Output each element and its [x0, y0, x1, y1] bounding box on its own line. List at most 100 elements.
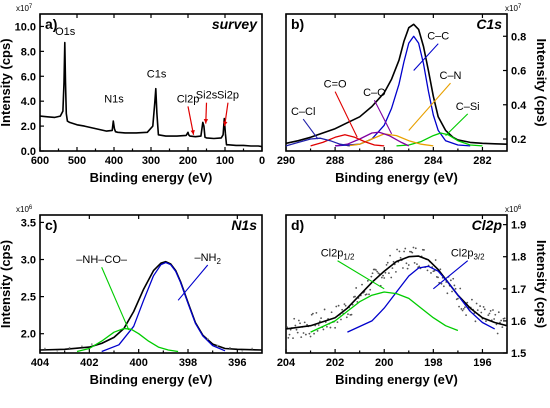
noise-point — [335, 305, 338, 308]
noise-point — [309, 335, 312, 338]
y-tick-label: 2.0 — [21, 121, 36, 133]
noise-point — [337, 304, 340, 307]
noise-point — [366, 279, 369, 282]
noise-point — [356, 300, 359, 303]
y-multiplier: x107 — [16, 4, 33, 13]
noise-point — [402, 267, 404, 269]
x-tick-label: 196 — [473, 357, 491, 369]
data-point — [81, 345, 83, 348]
noise-point — [475, 302, 478, 305]
plot-frame — [285, 214, 508, 354]
noise-point — [344, 304, 347, 307]
noise-point — [446, 292, 449, 295]
noise-point — [476, 309, 479, 312]
noise-point — [458, 305, 460, 308]
x-tick-label: 202 — [326, 357, 344, 369]
panel-4: 204 202 200 198 196 1.5 1.6 1.7 1.8 1.9 x106 Bindin… — [277, 205, 549, 387]
plot-area — [40, 260, 262, 353]
noise-point — [471, 298, 473, 301]
data-point — [68, 346, 71, 349]
noise-point — [390, 276, 393, 279]
x-tick-label: 198 — [424, 357, 442, 369]
noise-point — [383, 277, 386, 279]
y-multiplier: x106 — [505, 205, 522, 214]
x-axis-title: Binding energy (eV) — [335, 372, 458, 387]
noise-point — [350, 313, 353, 316]
noise-point — [326, 325, 328, 328]
noise-point — [340, 318, 342, 321]
noise-point — [345, 316, 348, 319]
series-line-5 — [335, 131, 410, 147]
x-axis-title: Binding energy (eV) — [90, 170, 213, 185]
noise-point — [503, 317, 506, 320]
arrow-head — [190, 129, 195, 135]
plot-frame — [39, 214, 263, 354]
noise-point — [376, 270, 379, 273]
noise-point — [395, 270, 397, 273]
noise-point — [461, 309, 464, 312]
noise-point — [304, 333, 307, 336]
noise-point — [466, 301, 469, 304]
arrow-head — [203, 119, 209, 124]
noise-point — [474, 320, 477, 323]
noise-point — [473, 312, 476, 315]
y-tick-label: 6.0 — [21, 71, 36, 83]
noise-point — [430, 272, 432, 274]
noise-point — [294, 324, 297, 327]
panel-title: Cl2p — [472, 217, 503, 233]
peak-label: C1s — [147, 69, 167, 81]
x-tick-label: 282 — [473, 155, 491, 167]
y-multiplier: x106 — [16, 205, 33, 214]
peak-label: C–Cl — [291, 106, 315, 118]
panel-title: C1s — [476, 16, 502, 32]
noise-point — [391, 267, 394, 270]
panel-1: 600 500 400 300 200 100 0 0.0 2.0 4.0 6.0 8.0 10.0 x1… — [0, 4, 265, 185]
noise-point — [492, 309, 494, 311]
annotation-leader — [373, 99, 393, 135]
noise-point — [371, 272, 374, 275]
noise-point — [336, 321, 339, 324]
y-axis-title: Intensity (cps) — [534, 38, 549, 126]
noise-point — [416, 263, 418, 266]
noise-point — [355, 287, 358, 289]
noise-point — [370, 275, 373, 278]
noise-point — [437, 276, 439, 279]
noise-point — [434, 259, 437, 261]
noise-point — [377, 272, 380, 275]
peak-label: –NH2 — [194, 252, 221, 266]
panel-label: d) — [291, 217, 304, 233]
noise-point — [452, 277, 455, 280]
noise-point — [405, 262, 408, 265]
x-tick-label: 0 — [259, 155, 265, 167]
noise-point — [489, 310, 492, 312]
noise-point — [465, 314, 467, 317]
noise-point — [322, 328, 325, 331]
annotation-leader — [337, 260, 385, 290]
series-line-2 — [347, 265, 496, 333]
x-tick-label: 200 — [179, 155, 197, 167]
noise-point — [454, 287, 457, 290]
x-tick-label: 400 — [129, 357, 147, 369]
noise-point — [487, 314, 490, 317]
noise-point — [411, 251, 414, 254]
noise-point — [485, 320, 487, 323]
peak-label: N1s — [104, 93, 124, 105]
plot-area — [40, 41, 262, 148]
noise-point — [464, 306, 466, 309]
x-tick-label: 600 — [31, 155, 49, 167]
peak-label: C–C — [427, 31, 449, 43]
noise-point — [343, 303, 346, 306]
annotation-leader — [101, 267, 130, 331]
noise-point — [382, 274, 384, 277]
y-tick-label: 1.9 — [511, 220, 526, 232]
y-axis-title: Intensity (cps) — [534, 240, 549, 328]
arrow-head — [223, 121, 228, 127]
series-line-2 — [335, 35, 471, 147]
annotation-leader — [432, 260, 469, 290]
x-tick-label: 284 — [424, 155, 443, 167]
noise-point — [449, 279, 452, 282]
panel-title: survey — [212, 16, 258, 32]
noise-point — [320, 317, 322, 320]
noise-point — [387, 272, 390, 275]
peak-label: Si2s — [196, 90, 218, 102]
